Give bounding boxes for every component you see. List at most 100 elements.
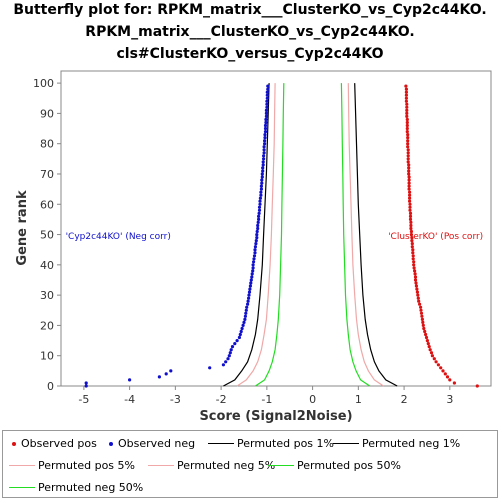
point-observed-pos <box>429 351 434 355</box>
x-tick-label: -1 <box>261 393 272 406</box>
point-observed-pos <box>411 257 415 261</box>
point-observed-neg <box>255 233 259 237</box>
x-tick-label: -2 <box>216 393 227 406</box>
point-observed-pos <box>475 384 479 388</box>
point-observed-pos <box>409 220 413 224</box>
point-observed-neg <box>169 369 173 373</box>
point-observed-pos <box>423 329 427 334</box>
observed-points <box>84 84 479 388</box>
point-observed-neg <box>208 366 212 370</box>
annotation-label: 'Cyp2c44KO' (Neg corr) <box>66 232 171 242</box>
x-tick-label: -5 <box>78 393 89 406</box>
point-observed-pos <box>405 114 409 118</box>
legend-item: Permuted pos 50% <box>268 459 401 472</box>
point-observed-pos <box>409 233 413 237</box>
point-observed-pos <box>426 342 430 346</box>
point-observed-pos <box>448 378 452 382</box>
butterfly-plot: 0 10 20 30 40 50 60 70 80 90 100 -5 -4 -3 -2 -1 0 1 2 3 'C… <box>15 70 492 424</box>
point-observed-neg <box>266 87 270 91</box>
point-observed-neg <box>248 287 252 291</box>
point-observed-pos <box>408 211 413 215</box>
point-observed-pos <box>405 105 409 109</box>
point-observed-neg <box>251 269 255 273</box>
point-observed-pos <box>422 326 426 331</box>
point-observed-neg <box>260 175 264 179</box>
point-observed-neg <box>264 114 268 118</box>
y-axis-label: Gene rank <box>15 190 30 266</box>
point-observed-neg <box>238 332 242 337</box>
point-observed-neg <box>260 172 264 176</box>
point-observed-pos <box>421 323 425 327</box>
point-observed-neg <box>260 178 264 182</box>
point-observed-neg <box>258 202 262 206</box>
point-observed-pos <box>416 293 420 297</box>
point-observed-pos <box>430 354 434 358</box>
y-tick-label: 90 <box>40 107 54 120</box>
point-observed-pos <box>427 345 431 349</box>
point-observed-neg <box>263 126 268 131</box>
point-observed-pos <box>408 205 412 209</box>
chart-title-line-1: Butterfly plot for: RPKM_matrix___Cluste… <box>13 2 487 18</box>
point-observed-pos <box>410 242 414 246</box>
series-line-permuted-pos-1 <box>354 83 398 387</box>
point-observed-neg <box>259 190 263 194</box>
point-observed-pos <box>414 281 418 285</box>
point-observed-pos <box>407 166 411 170</box>
legend-label: Observed pos <box>21 437 97 450</box>
point-observed-neg <box>241 323 245 327</box>
point-observed-neg <box>263 139 267 143</box>
y-tick-label: 60 <box>40 198 54 211</box>
point-observed-neg <box>265 93 269 97</box>
point-observed-neg <box>245 305 249 309</box>
legend-swatch <box>208 443 234 444</box>
legend-label: Permuted neg 50% <box>38 481 144 494</box>
point-observed-neg <box>261 166 265 170</box>
point-observed-neg <box>265 96 269 100</box>
point-observed-pos <box>410 239 414 243</box>
point-observed-neg <box>244 311 248 315</box>
point-observed-neg <box>230 345 235 349</box>
point-observed-pos <box>441 369 445 373</box>
legend-item: Permuted neg 1% <box>333 437 460 450</box>
point-observed-pos <box>408 202 412 206</box>
point-observed-neg <box>247 293 251 297</box>
point-observed-pos <box>439 366 443 370</box>
point-observed-pos <box>408 190 412 194</box>
legend-label: Permuted pos 50% <box>297 459 401 472</box>
point-observed-neg <box>246 302 250 306</box>
point-observed-neg <box>262 157 266 161</box>
point-observed-pos <box>408 199 412 203</box>
point-observed-pos <box>420 317 424 321</box>
y-tick-label: 40 <box>40 259 54 272</box>
point-observed-pos <box>413 275 418 279</box>
point-observed-neg <box>243 317 247 321</box>
point-observed-neg <box>252 257 256 261</box>
point-observed-neg <box>264 120 268 125</box>
point-observed-neg <box>259 187 263 191</box>
x-axis: -5 -4 -3 -2 -1 0 1 2 3 <box>78 386 453 406</box>
x-tick-label: 3 <box>446 393 453 406</box>
point-observed-pos <box>409 229 413 234</box>
point-observed-neg <box>84 381 88 385</box>
legend-swatch <box>268 465 294 466</box>
point-observed-neg <box>263 130 268 134</box>
point-observed-pos <box>406 157 410 161</box>
point-observed-pos <box>413 278 418 282</box>
point-observed-neg <box>258 196 262 200</box>
point-observed-neg <box>264 117 268 122</box>
series-line-permuted-pos-50 <box>340 83 371 387</box>
point-observed-neg <box>265 102 269 106</box>
point-observed-neg <box>233 342 237 346</box>
point-observed-pos <box>404 99 408 103</box>
y-tick-label: 0 <box>47 380 54 393</box>
x-tick-label: -3 <box>170 393 181 406</box>
point-observed-pos <box>434 360 438 364</box>
y-tick-label: 100 <box>33 77 54 90</box>
point-observed-pos <box>412 263 416 267</box>
point-observed-pos <box>406 145 410 149</box>
point-observed-pos <box>421 320 425 324</box>
point-observed-neg <box>84 384 88 388</box>
point-observed-neg <box>249 278 253 282</box>
point-observed-pos <box>408 214 413 218</box>
point-observed-neg <box>247 296 251 300</box>
